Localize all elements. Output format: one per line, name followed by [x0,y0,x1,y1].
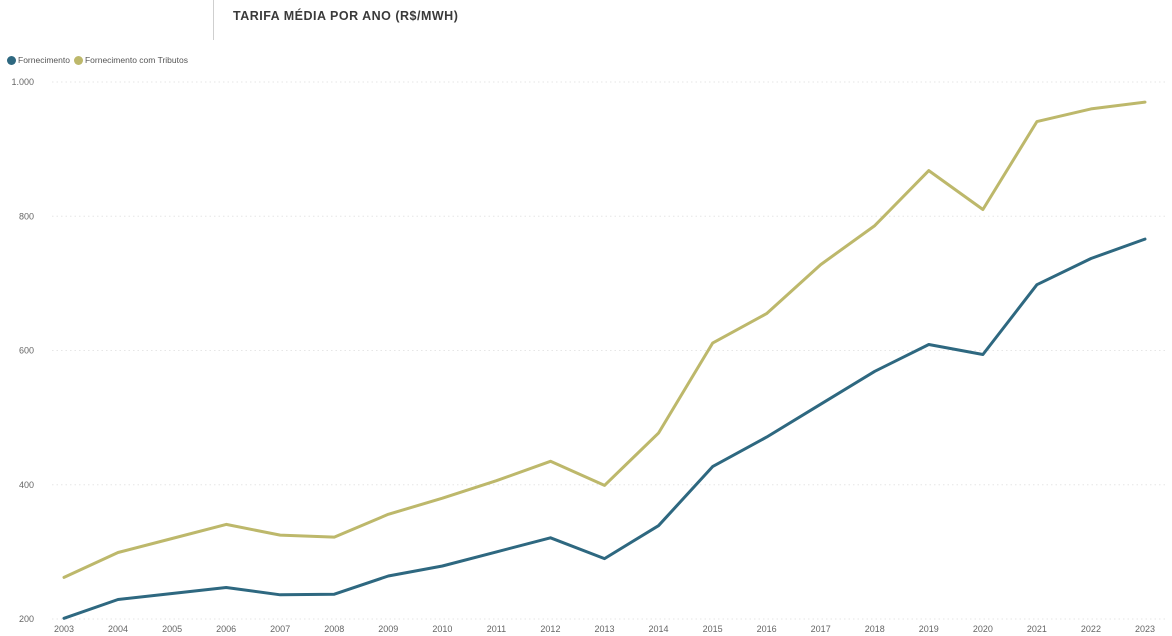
x-tick-label: 2013 [594,624,614,634]
data-point-fornecimento[interactable] [222,583,230,591]
data-point-fornecimento[interactable] [276,591,284,599]
data-point-fornecimento[interactable] [1087,255,1095,263]
data-point-fornecimento-com-tributos[interactable] [763,310,771,318]
data-point-fornecimento[interactable] [114,596,122,604]
x-tick-label: 2014 [649,624,669,634]
data-point-fornecimento-com-tributos[interactable] [709,339,717,347]
data-point-fornecimento-com-tributos[interactable] [438,494,446,502]
data-point-fornecimento-com-tributos[interactable] [276,531,284,539]
data-point-fornecimento-com-tributos[interactable] [384,510,392,518]
data-point-fornecimento[interactable] [60,614,68,622]
x-tick-label: 2004 [108,624,128,634]
x-tick-label: 2009 [378,624,398,634]
x-tick-label: 2016 [757,624,777,634]
data-point-fornecimento[interactable] [871,367,879,375]
data-point-fornecimento[interactable] [1033,281,1041,289]
x-tick-label: 2008 [324,624,344,634]
x-tick-label: 2015 [703,624,723,634]
data-point-fornecimento-com-tributos[interactable] [1087,105,1095,113]
x-tick-label: 2023 [1135,624,1155,634]
data-point-fornecimento-com-tributos[interactable] [979,206,987,214]
data-point-fornecimento[interactable] [979,351,987,359]
x-tick-label: 2005 [162,624,182,634]
data-point-fornecimento[interactable] [925,340,933,348]
data-point-fornecimento-com-tributos[interactable] [601,481,609,489]
legend-item-fornecimento[interactable]: Fornecimento [7,55,70,65]
data-point-fornecimento-com-tributos[interactable] [925,167,933,175]
x-tick-label: 2021 [1027,624,1047,634]
data-point-fornecimento-com-tributos[interactable] [168,534,176,542]
data-point-fornecimento[interactable] [817,400,825,408]
data-point-fornecimento-com-tributos[interactable] [1033,118,1041,126]
data-point-fornecimento-com-tributos[interactable] [114,549,122,557]
data-point-fornecimento[interactable] [655,522,663,530]
data-point-fornecimento[interactable] [763,433,771,441]
x-tick-label: 2020 [973,624,993,634]
data-point-fornecimento[interactable] [438,562,446,570]
x-tick-label: 2017 [811,624,831,634]
x-tick-label: 2019 [919,624,939,634]
data-point-fornecimento-com-tributos[interactable] [60,573,68,581]
x-tick-label: 2011 [487,624,506,634]
y-tick-label: 200 [19,614,34,624]
data-point-fornecimento-com-tributos[interactable] [222,520,230,528]
chart-legend: Fornecimento Fornecimento com Tributos [7,55,192,65]
x-tick-label: 2018 [865,624,885,634]
data-point-fornecimento-com-tributos[interactable] [655,429,663,437]
x-tick-label: 2022 [1081,624,1101,634]
data-point-fornecimento[interactable] [384,572,392,580]
x-tick-label: 2006 [216,624,236,634]
data-point-fornecimento[interactable] [1141,235,1149,243]
data-point-fornecimento[interactable] [546,534,554,542]
x-tick-label: 2003 [54,624,74,634]
chart-title: TARIFA MÉDIA POR ANO (R$/MWH) [233,9,459,23]
y-tick-label: 400 [19,480,34,490]
data-point-fornecimento[interactable] [601,555,609,563]
x-tick-label: 2012 [540,624,560,634]
legend-label-fornecimento: Fornecimento [18,55,70,65]
header-divider [213,0,214,40]
x-tick-label: 2007 [270,624,290,634]
data-point-fornecimento-com-tributos[interactable] [492,477,500,485]
legend-item-fornecimento-com-tributos[interactable]: Fornecimento com Tributos [73,55,188,65]
x-tick-label: 2010 [432,624,452,634]
data-point-fornecimento-com-tributos[interactable] [546,457,554,465]
data-point-fornecimento[interactable] [168,589,176,597]
data-point-fornecimento-com-tributos[interactable] [817,261,825,269]
legend-marker-fornecimento-com-tributos [73,55,83,65]
data-point-fornecimento-com-tributos[interactable] [871,222,879,230]
data-point-fornecimento[interactable] [709,463,717,471]
series-line-fornecimento-com-tributos[interactable] [62,100,1147,579]
series-line-fornecimento[interactable] [62,237,1147,620]
data-point-fornecimento-com-tributos[interactable] [1141,98,1149,106]
data-point-fornecimento[interactable] [492,548,500,556]
legend-label-fornecimento-com-tributos: Fornecimento com Tributos [84,55,188,65]
y-tick-label: 800 [19,211,34,221]
y-tick-label: 1.000 [11,77,34,87]
legend-marker-fornecimento [7,55,16,65]
y-tick-label: 600 [19,346,34,356]
data-point-fornecimento-com-tributos[interactable] [330,533,338,541]
data-point-fornecimento[interactable] [330,590,338,598]
